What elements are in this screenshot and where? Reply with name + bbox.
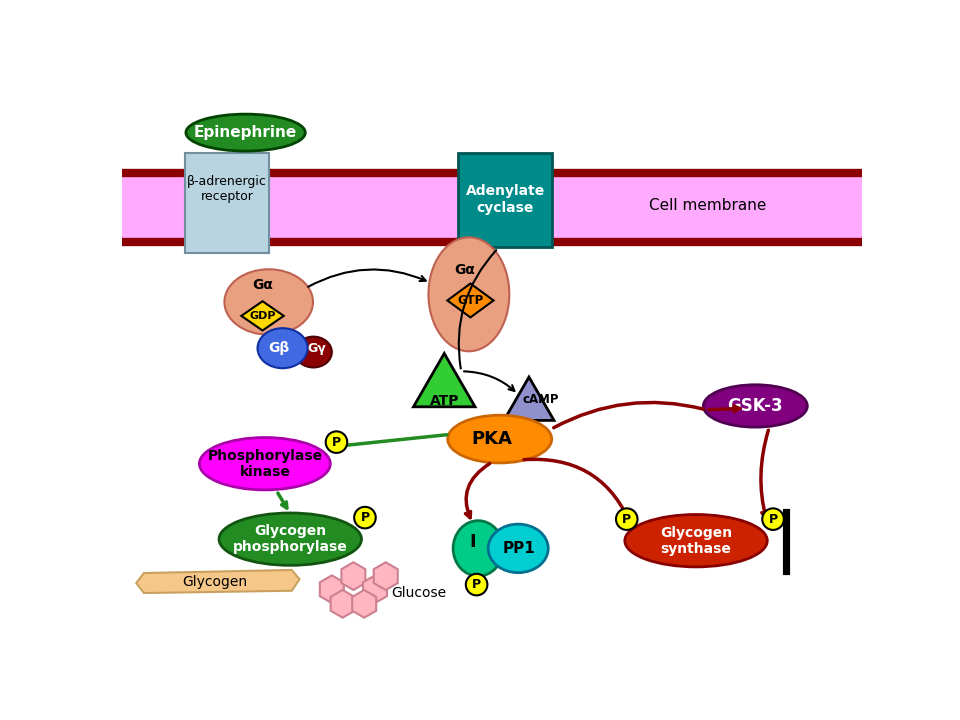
Ellipse shape (704, 384, 807, 427)
Polygon shape (352, 590, 376, 618)
Polygon shape (373, 562, 397, 590)
Text: GSK-3: GSK-3 (728, 397, 783, 415)
Ellipse shape (257, 328, 307, 368)
Text: GTP: GTP (457, 294, 484, 307)
Ellipse shape (625, 515, 767, 567)
Text: P: P (622, 513, 632, 526)
Text: Glycogen
synthase: Glycogen synthase (660, 526, 732, 556)
Ellipse shape (447, 415, 552, 463)
Text: Cell membrane: Cell membrane (649, 198, 766, 213)
Text: I: I (469, 534, 476, 552)
Ellipse shape (219, 513, 362, 565)
Polygon shape (330, 590, 354, 618)
Ellipse shape (295, 337, 332, 367)
Ellipse shape (186, 114, 305, 151)
Polygon shape (414, 354, 475, 407)
FancyBboxPatch shape (184, 153, 270, 253)
Ellipse shape (428, 238, 510, 351)
Text: Adenylate
cyclase: Adenylate cyclase (466, 184, 544, 215)
Circle shape (762, 508, 783, 530)
Polygon shape (447, 284, 493, 318)
Text: GDP: GDP (250, 311, 276, 321)
Text: Gα: Gα (454, 263, 474, 276)
Polygon shape (342, 562, 366, 590)
Text: P: P (769, 513, 778, 526)
FancyBboxPatch shape (458, 153, 552, 248)
Circle shape (325, 431, 348, 453)
Ellipse shape (488, 524, 548, 572)
Text: Gγ: Gγ (307, 343, 325, 356)
Ellipse shape (453, 521, 503, 576)
Text: Glucose: Glucose (392, 586, 446, 600)
Circle shape (616, 508, 637, 530)
Text: Phosphorylase
kinase: Phosphorylase kinase (207, 449, 323, 479)
Polygon shape (136, 570, 300, 593)
Text: β-adrenergic
receptor: β-adrenergic receptor (187, 175, 267, 203)
Bar (123, 171, 861, 244)
Text: Gα: Gα (252, 278, 273, 292)
Text: Gβ: Gβ (268, 341, 289, 355)
Text: P: P (332, 436, 341, 449)
Polygon shape (363, 575, 387, 603)
Polygon shape (504, 377, 554, 420)
Ellipse shape (225, 269, 313, 335)
Text: Glycogen: Glycogen (182, 575, 248, 588)
Circle shape (466, 574, 488, 595)
Text: cAMP: cAMP (522, 393, 559, 406)
Text: ATP: ATP (429, 394, 459, 408)
Polygon shape (320, 575, 344, 603)
Ellipse shape (200, 438, 330, 490)
Text: PKA: PKA (471, 430, 513, 448)
Text: PP1: PP1 (503, 541, 536, 556)
Circle shape (354, 507, 375, 528)
Polygon shape (241, 301, 284, 330)
Text: Glycogen
phosphorylase: Glycogen phosphorylase (233, 524, 348, 554)
Text: P: P (360, 511, 370, 524)
Text: P: P (472, 578, 481, 591)
Text: Epinephrine: Epinephrine (194, 125, 298, 140)
